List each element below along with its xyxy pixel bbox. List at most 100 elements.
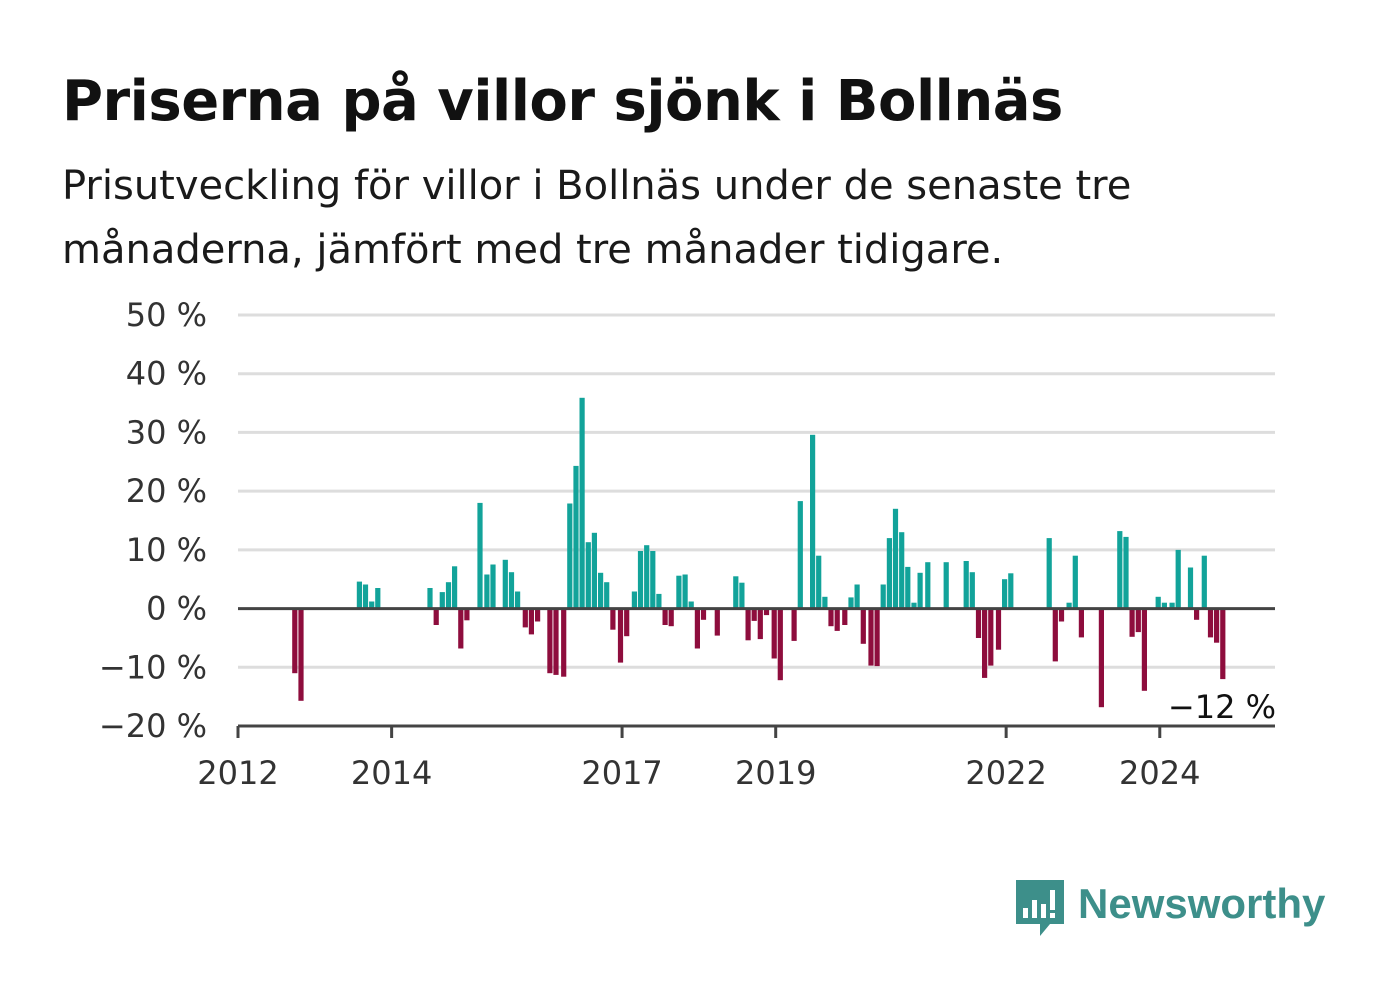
bar	[662, 608, 668, 625]
bar	[650, 551, 656, 609]
bar	[816, 555, 822, 609]
bar	[1175, 549, 1181, 609]
bar	[797, 501, 803, 609]
bar	[445, 582, 452, 609]
bar	[535, 608, 541, 622]
bar	[842, 608, 848, 625]
y-axis-labels: 50 % 40 % 30 % 20 % 10 % 0 % −10 % −20 %	[99, 296, 207, 745]
bar	[490, 564, 496, 609]
bar	[995, 608, 1002, 650]
bar	[1123, 536, 1129, 609]
bar	[508, 572, 515, 609]
bar	[880, 584, 886, 609]
x-tick-label: 2019	[735, 754, 816, 792]
bar	[1207, 608, 1214, 638]
bar	[604, 582, 610, 609]
bar	[617, 608, 624, 663]
bar	[739, 582, 745, 609]
bar	[1078, 608, 1084, 638]
bar	[874, 608, 880, 667]
bar	[917, 572, 923, 609]
bar	[688, 601, 694, 609]
newsworthy-logo: Newsworthy	[1012, 878, 1332, 940]
bar	[676, 575, 682, 609]
x-axis-labels: 2012 2014 2017 2019 2022 2024	[197, 754, 1200, 792]
bar	[1214, 608, 1220, 643]
bar	[763, 608, 770, 616]
y-tick-label: 50 %	[126, 296, 207, 334]
bar	[1155, 596, 1161, 609]
brand-name: Newsworthy	[1078, 880, 1326, 927]
bar	[1072, 555, 1078, 609]
bar	[988, 608, 994, 666]
bar	[848, 597, 854, 609]
bar	[1066, 602, 1072, 609]
bar	[624, 608, 630, 637]
bar	[899, 532, 905, 609]
bar	[905, 566, 911, 609]
bar	[982, 608, 988, 678]
bar	[828, 608, 834, 627]
bar	[975, 608, 982, 638]
bar	[969, 572, 975, 609]
bar	[598, 572, 604, 609]
bar	[822, 596, 828, 609]
bar	[631, 591, 637, 609]
bar	[733, 576, 739, 609]
bar	[1002, 579, 1008, 609]
bar	[439, 592, 445, 609]
bars	[292, 397, 1226, 708]
y-tick-label: −10 %	[99, 648, 207, 686]
bar	[610, 608, 616, 630]
bar	[963, 561, 969, 609]
y-tick-label: 0 %	[146, 590, 207, 628]
bar	[700, 608, 707, 620]
bar	[1161, 602, 1167, 609]
bar	[1194, 608, 1200, 620]
bar	[637, 551, 644, 609]
bar	[561, 608, 567, 677]
bar	[682, 574, 688, 609]
bar	[553, 608, 559, 675]
axes	[236, 607, 1275, 738]
bar	[777, 608, 783, 681]
y-tick-label: −20 %	[99, 707, 207, 745]
y-tick-label: 10 %	[126, 531, 207, 569]
bar	[1135, 608, 1141, 633]
bar	[522, 608, 528, 628]
bar	[943, 562, 949, 609]
last-value-label: −12 %	[1168, 688, 1276, 726]
bar	[1098, 608, 1104, 708]
bar	[362, 584, 369, 609]
bar	[585, 542, 591, 609]
bar	[892, 508, 899, 609]
bar	[854, 584, 860, 609]
bar	[668, 608, 674, 627]
y-tick-label: 20 %	[126, 472, 207, 510]
bar	[656, 593, 662, 609]
bar	[579, 397, 585, 609]
bar	[868, 608, 874, 666]
bar	[433, 608, 439, 625]
bar	[573, 465, 579, 609]
bar	[1117, 531, 1123, 609]
chart-title: Priserna på villor sjönk i Bollnäs	[62, 69, 1063, 134]
chart-subtitle: Prisutveckling för villor i Bollnäs unde…	[62, 163, 1132, 273]
bar	[427, 588, 433, 609]
bar	[886, 538, 892, 609]
bar	[1052, 608, 1058, 662]
bar	[771, 608, 777, 659]
bar	[369, 601, 375, 609]
bar	[484, 574, 490, 609]
bar	[298, 608, 304, 701]
bar	[1220, 608, 1226, 680]
bar	[567, 503, 573, 609]
bar	[1141, 608, 1147, 691]
bar	[464, 608, 470, 621]
bar	[502, 559, 508, 609]
bar	[644, 545, 650, 609]
bar	[810, 434, 816, 609]
bar	[1129, 608, 1135, 637]
bar	[356, 581, 362, 609]
